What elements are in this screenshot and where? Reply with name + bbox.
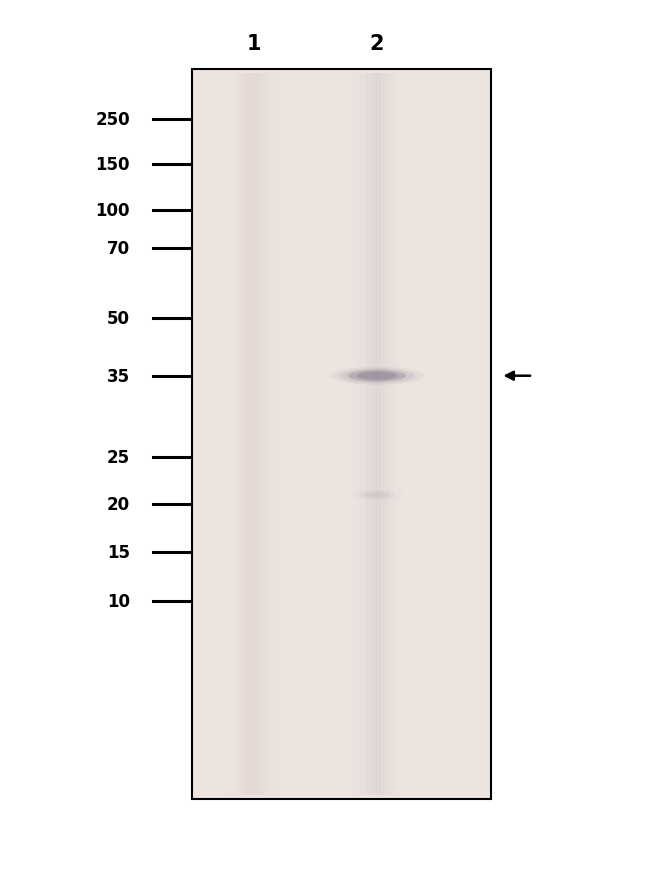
Bar [393,74,395,795]
Bar [244,74,246,795]
Text: 250: 250 [96,111,130,129]
Bar [351,74,354,795]
Bar [239,74,241,795]
Ellipse shape [356,372,398,381]
Text: 25: 25 [107,449,130,467]
Bar [260,74,263,795]
Bar [349,74,352,795]
Ellipse shape [330,368,424,385]
Bar [227,74,230,795]
Text: 150: 150 [96,156,130,174]
Bar [247,74,250,795]
Bar [226,74,228,795]
Bar [267,74,270,795]
Bar [398,74,400,795]
Text: 20: 20 [107,495,130,513]
Bar [251,74,254,795]
Bar [242,74,244,795]
Bar [367,74,370,795]
Bar [360,74,363,795]
Bar [369,74,372,795]
Bar [231,74,234,795]
Text: 2: 2 [370,34,384,53]
Bar [356,74,359,795]
Bar [400,74,402,795]
Bar [270,74,273,795]
Bar [229,74,232,795]
Bar [269,74,272,795]
Bar [235,74,237,795]
Bar [258,74,261,795]
Bar [237,74,239,795]
Ellipse shape [339,369,415,383]
Bar [370,74,373,795]
Bar [363,74,366,795]
Bar [246,74,248,795]
Bar [278,74,280,795]
Text: 15: 15 [107,544,130,561]
Bar [387,74,389,795]
Bar [378,74,380,795]
Bar [384,74,386,795]
Bar [372,74,375,795]
Bar [253,74,255,795]
Text: 100: 100 [96,202,130,219]
Bar [263,74,266,795]
Bar [262,74,265,795]
Bar [254,74,257,795]
Bar [382,74,384,795]
Bar [358,74,361,795]
Bar [276,74,279,795]
Bar [401,74,404,795]
Bar [355,74,358,795]
Text: 70: 70 [107,240,130,257]
Bar [249,74,252,795]
Bar [365,74,368,795]
Bar [353,74,356,795]
Text: 1: 1 [246,34,261,53]
Text: 10: 10 [107,593,130,610]
Ellipse shape [365,493,389,498]
Bar [385,74,388,795]
Ellipse shape [348,370,406,382]
Bar [380,74,382,795]
Bar [394,74,396,795]
Bar [396,74,398,795]
Ellipse shape [359,491,395,499]
Bar [240,74,242,795]
Bar [256,74,259,795]
Bar [362,74,365,795]
Bar [376,74,379,795]
Bar [265,74,268,795]
Bar [374,74,377,795]
Bar [274,74,277,795]
Bar [192,70,491,799]
Text: 50: 50 [107,310,130,328]
Bar [233,74,235,795]
Bar [272,74,275,795]
Bar [389,74,391,795]
Text: 35: 35 [107,368,130,385]
Bar [391,74,393,795]
